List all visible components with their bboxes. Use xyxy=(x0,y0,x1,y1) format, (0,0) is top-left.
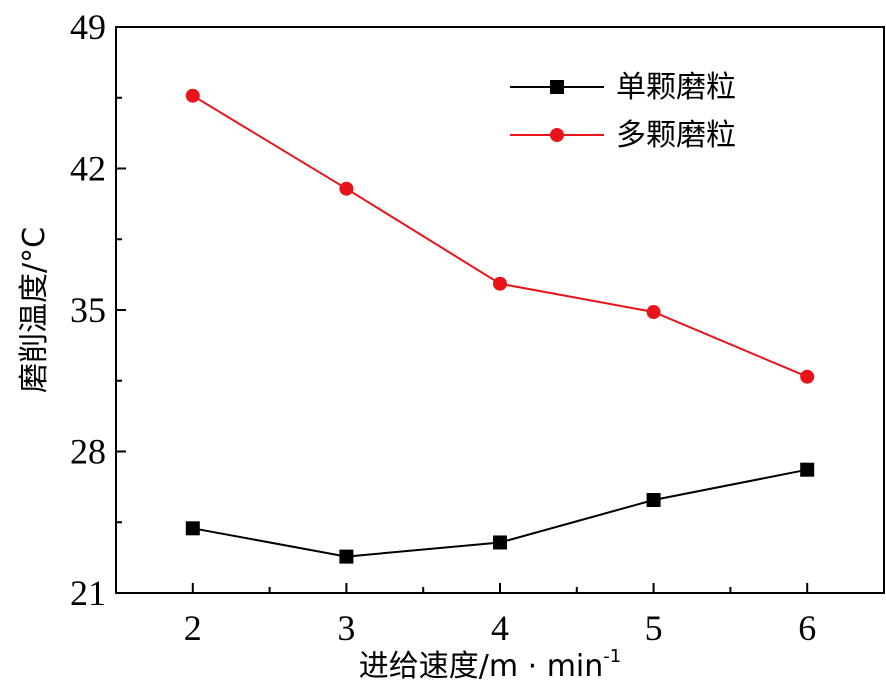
data-point-0 xyxy=(185,521,200,536)
data-point-0 xyxy=(339,549,354,564)
data-point-0 xyxy=(646,493,661,508)
data-point-1 xyxy=(185,88,200,103)
legend-label-single: 单颗磨粒 xyxy=(616,70,736,105)
data-point-0 xyxy=(493,535,507,550)
y-tick-label: 21 xyxy=(70,573,106,613)
plot-frame xyxy=(115,26,885,594)
x-axis-title-superscript: -1 xyxy=(603,646,621,667)
data-point-1 xyxy=(493,276,507,291)
legend-label-multi: 多颗磨粒 xyxy=(616,118,736,153)
x-tick-label: 2 xyxy=(184,608,202,648)
series-layer xyxy=(185,88,815,564)
y-tick-label: 28 xyxy=(70,432,106,472)
data-point-1 xyxy=(339,181,354,196)
x-axis: 2 3 4 5 6 xyxy=(184,583,816,648)
x-tick-label: 6 xyxy=(798,608,816,648)
data-point-1 xyxy=(646,305,661,320)
x-axis-title-main: 进给速度/m · min xyxy=(359,649,604,684)
x-tick-label: 5 xyxy=(645,608,663,648)
y-tick-label: 35 xyxy=(70,290,106,330)
y-tick-label: 42 xyxy=(70,149,106,189)
y-axis-title: 磨削温度/°C xyxy=(17,227,52,393)
data-point-1 xyxy=(800,369,815,384)
x-axis-title: 进给速度/m · min-1 xyxy=(359,646,621,684)
x-tick-label: 4 xyxy=(491,608,509,648)
data-point-0 xyxy=(800,462,815,477)
legend-marker-single xyxy=(550,80,564,94)
y-axis: 21 28 35 42 49 xyxy=(70,7,126,613)
legend-marker-multi xyxy=(550,128,564,142)
x-tick-label: 3 xyxy=(337,608,355,648)
legend: 单颗磨粒 多颗磨粒 xyxy=(510,70,736,153)
y-tick-label: 49 xyxy=(70,7,106,47)
